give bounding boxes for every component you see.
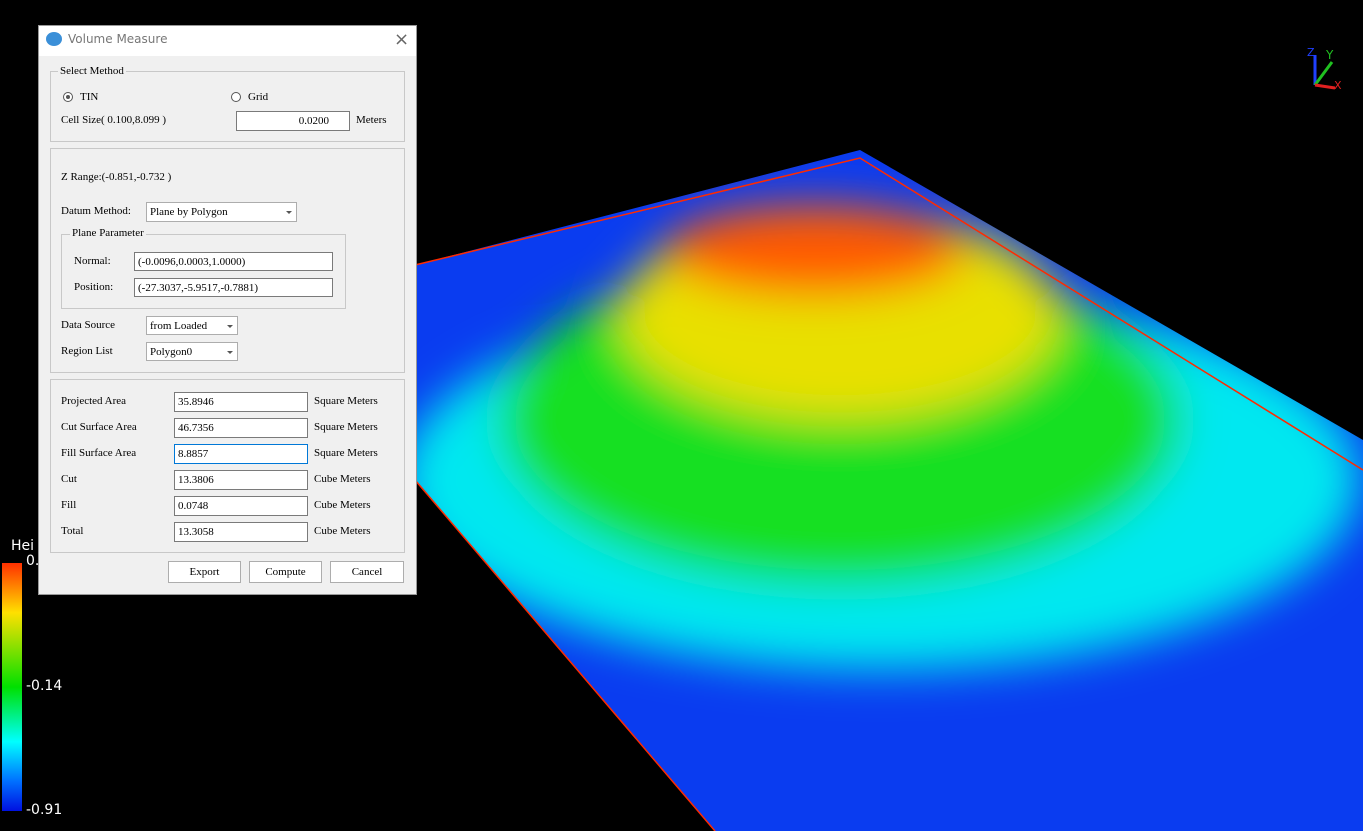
axis-label: Z [1307, 46, 1315, 59]
field-label: Datum Method: [61, 205, 131, 217]
unit-label: Square Meters [314, 421, 378, 433]
axis-label: X [1334, 79, 1342, 92]
result-field[interactable]: 8.8857 [174, 444, 308, 464]
result-label: Cut Surface Area [61, 421, 137, 433]
close-button[interactable]: × [394, 29, 410, 50]
result-field[interactable]: 35.8946 [174, 392, 308, 412]
result-label: Fill Surface Area [61, 447, 137, 459]
group-box [50, 148, 405, 373]
radio-button[interactable] [63, 92, 73, 102]
z-range: Z Range:(-0.851,-0.732 ) [61, 171, 172, 183]
legend-title: Hei [11, 538, 35, 554]
unit-label: Cube Meters [314, 473, 371, 485]
spin-box[interactable]: 0.0200 [236, 111, 350, 131]
button[interactable]: Export [168, 561, 241, 583]
title-bar [39, 26, 416, 56]
group-legend: Plane Parameter [70, 227, 146, 239]
result-label: Projected Area [61, 395, 127, 407]
unit-label: Square Meters [314, 447, 378, 459]
group-box [50, 379, 405, 553]
text-field[interactable]: (-27.3037,-5.9517,-0.7881) [134, 278, 333, 297]
radio-button[interactable] [231, 92, 241, 102]
dropdown[interactable]: Plane by Polygon [146, 202, 297, 222]
unit-label: Cube Meters [314, 525, 371, 537]
legend-label: 0. [26, 553, 40, 569]
field-label: Position: [74, 281, 114, 293]
height-blob [415, 205, 1360, 670]
result-field[interactable]: 13.3806 [174, 470, 308, 490]
group-box [61, 234, 346, 309]
legend-label: -0.91 [26, 802, 63, 818]
result-field[interactable]: 0.0748 [174, 496, 308, 516]
field-label: Data Source [61, 319, 116, 331]
radio-label[interactable]: Grid [248, 91, 269, 103]
text-field[interactable]: (-0.0096,0.0003,1.0000) [134, 252, 333, 271]
unit-label: Cube Meters [314, 499, 371, 511]
color-bar [2, 563, 22, 811]
result-label: Fill [61, 499, 77, 511]
legend-label: -0.14 [26, 678, 63, 694]
group-legend: Select Method [58, 65, 126, 77]
dropdown[interactable]: from Loaded [146, 316, 238, 335]
button[interactable]: Compute [249, 561, 322, 583]
polygon-edge [414, 479, 716, 831]
unit-label: Square Meters [314, 395, 378, 407]
axis-y [1313, 61, 1334, 86]
result-field[interactable]: 46.7356 [174, 418, 308, 438]
dialog-title: Volume Measure [68, 32, 168, 46]
dropdown[interactable]: Polygon0 [146, 342, 238, 361]
polygon-edge [414, 157, 1363, 471]
result-field[interactable]: 13.3058 [174, 522, 308, 542]
axis-label: Y [1326, 48, 1334, 62]
app-icon [46, 32, 62, 46]
field-label: Normal: [74, 255, 111, 267]
group-box [50, 71, 405, 142]
button[interactable]: Cancel [330, 561, 404, 583]
result-label: Total [61, 525, 84, 537]
radio-label[interactable]: TIN [80, 91, 99, 103]
field-label: Cell Size( 0.100,8.099 ) [61, 114, 167, 126]
unit-label: Meters [356, 114, 387, 126]
field-label: Region List [61, 345, 113, 357]
result-label: Cut [61, 473, 77, 485]
axis-x [1314, 83, 1336, 90]
